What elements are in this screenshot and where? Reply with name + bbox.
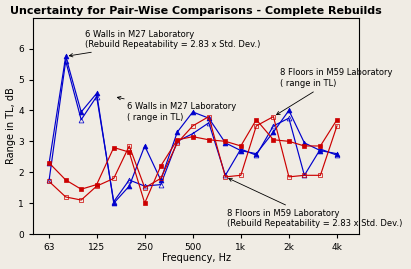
- X-axis label: Frequency, Hz: Frequency, Hz: [162, 253, 231, 263]
- Text: 8 Floors in M59 Laboratory
( range in TL): 8 Floors in M59 Laboratory ( range in TL…: [277, 68, 392, 115]
- Text: 8 Floors in M59 Laboratory
(Rebuild Repeatability = 2.83 x Std. Dev.): 8 Floors in M59 Laboratory (Rebuild Repe…: [227, 178, 402, 228]
- Text: 6 Walls in M27 Laboratory
(Rebuild Repeatability = 2.83 x Std. Dev.): 6 Walls in M27 Laboratory (Rebuild Repea…: [69, 30, 260, 57]
- Y-axis label: Range in TL, dB: Range in TL, dB: [6, 87, 16, 164]
- Title: Uncertainty for Pair-Wise Comparisons - Complete Rebuilds: Uncertainty for Pair-Wise Comparisons - …: [10, 6, 382, 16]
- Text: 6 Walls in M27 Laboratory
( range in TL): 6 Walls in M27 Laboratory ( range in TL): [118, 97, 237, 122]
